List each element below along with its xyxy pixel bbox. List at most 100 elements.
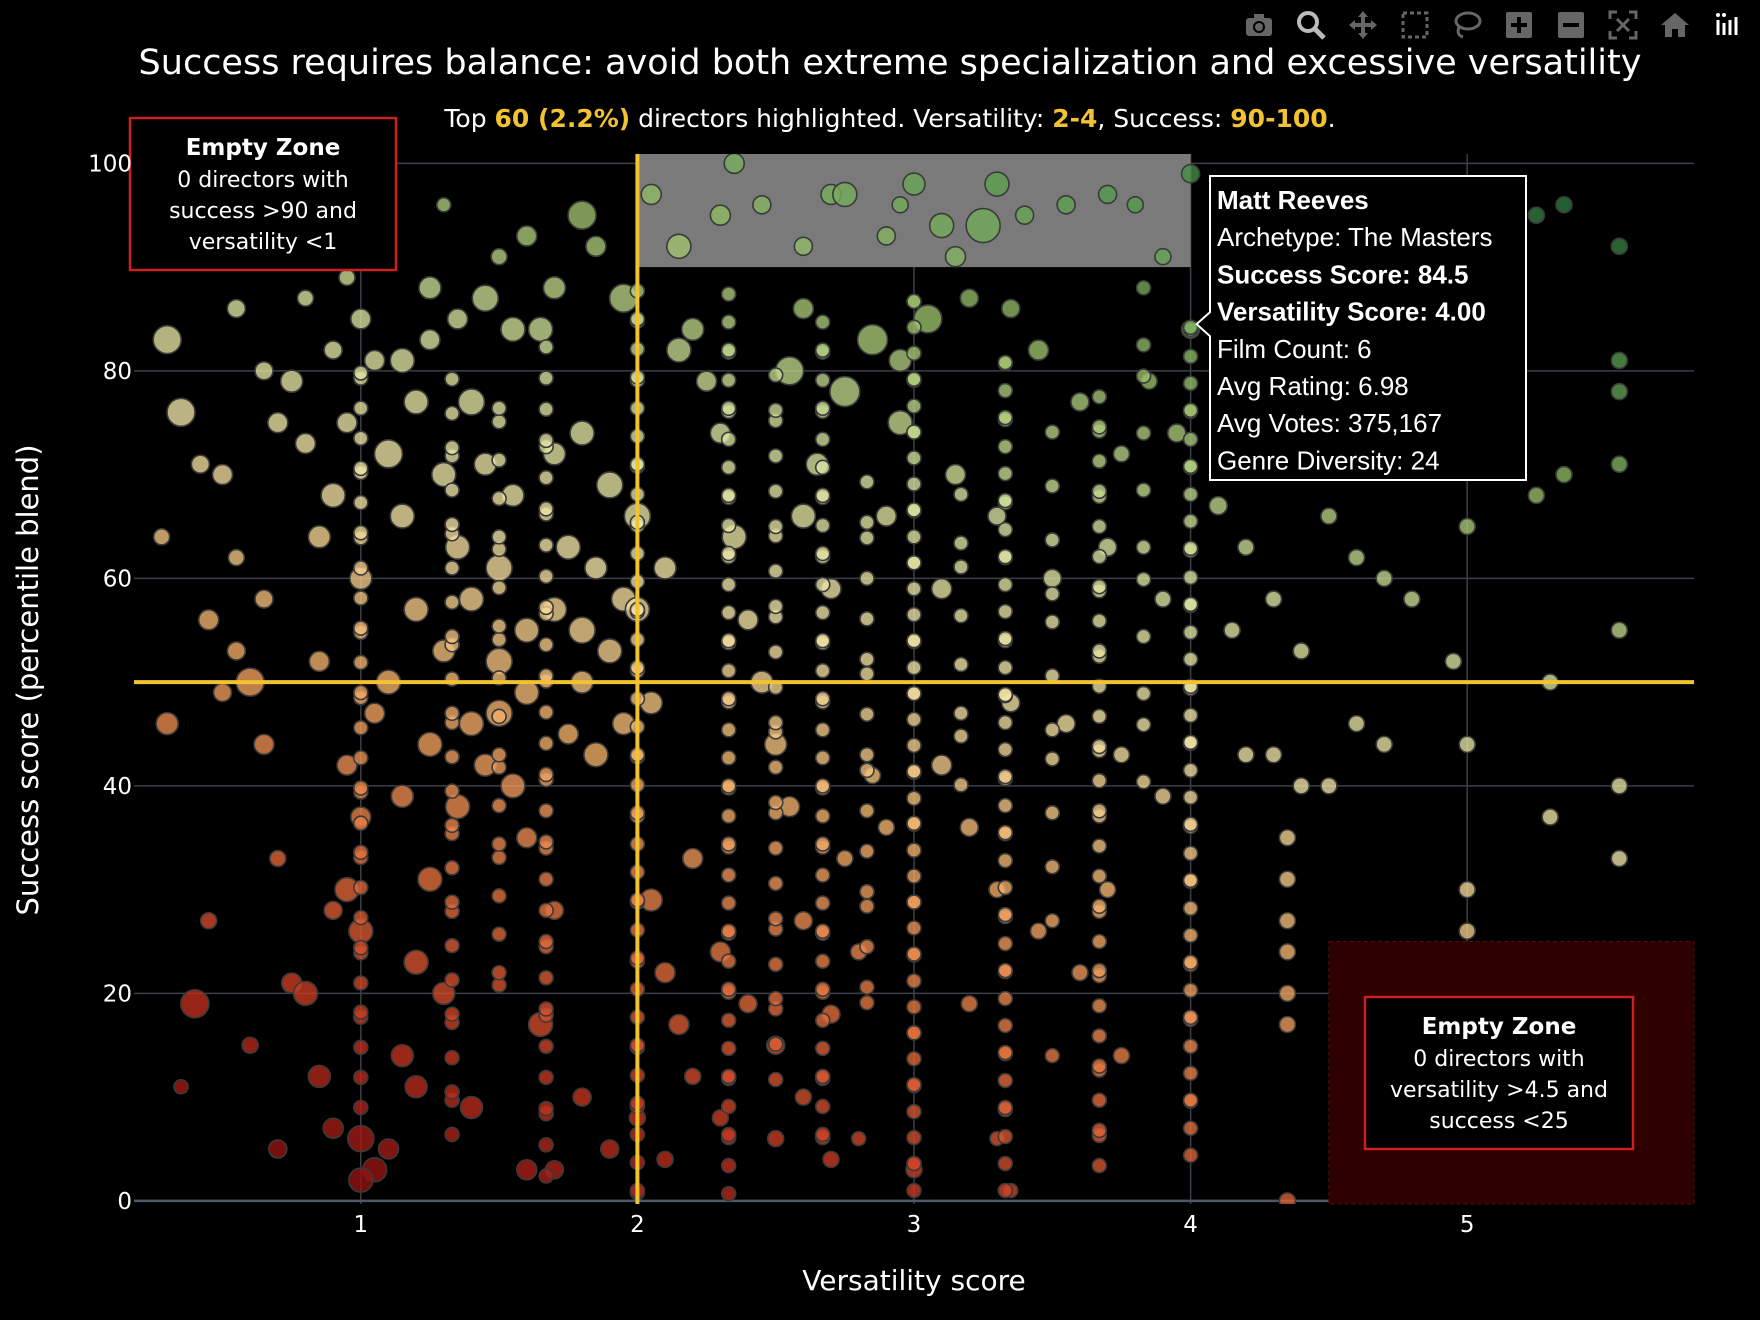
director-point[interactable] (353, 590, 369, 606)
director-point[interactable] (1044, 532, 1061, 548)
director-point[interactable] (1135, 571, 1152, 588)
director-point[interactable] (599, 1139, 620, 1159)
director-point[interactable] (515, 225, 538, 247)
director-point[interactable] (814, 314, 831, 330)
director-point[interactable] (458, 710, 485, 737)
director-point[interactable] (1182, 348, 1199, 365)
director-point[interactable] (347, 1124, 375, 1153)
director-point[interactable] (353, 1004, 369, 1020)
director-point[interactable] (906, 502, 922, 518)
director-point[interactable] (767, 910, 784, 927)
director-point[interactable] (1135, 482, 1152, 498)
director-point[interactable] (417, 866, 443, 893)
director-point[interactable] (906, 293, 922, 310)
director-point[interactable] (859, 474, 875, 490)
director-point[interactable] (1375, 569, 1394, 588)
director-point[interactable] (1044, 805, 1061, 821)
director-point[interactable] (491, 631, 507, 648)
director-point[interactable] (720, 1098, 737, 1115)
director-point[interactable] (953, 535, 969, 551)
director-point[interactable] (336, 754, 358, 776)
director-point[interactable] (720, 867, 737, 883)
plotly-logo-icon[interactable] (1708, 6, 1746, 44)
director-point[interactable] (353, 524, 369, 541)
director-point[interactable] (654, 961, 676, 984)
director-point[interactable] (538, 1001, 554, 1017)
director-point[interactable] (930, 577, 953, 600)
director-point[interactable] (829, 375, 861, 408)
director-point[interactable] (720, 836, 737, 852)
director-point[interactable] (1347, 714, 1366, 733)
director-point[interactable] (1044, 751, 1061, 767)
director-point[interactable] (296, 289, 315, 308)
director-point[interactable] (856, 323, 889, 356)
director-point[interactable] (538, 902, 554, 919)
director-point[interactable] (997, 879, 1014, 896)
director-point[interactable] (353, 1039, 369, 1056)
director-point[interactable] (538, 1137, 554, 1153)
director-point[interactable] (444, 894, 460, 910)
director-point[interactable] (197, 609, 220, 631)
director-point[interactable] (997, 714, 1014, 731)
director-point[interactable] (1091, 1092, 1108, 1109)
director-point[interactable] (1044, 586, 1061, 602)
director-point[interactable] (1091, 738, 1108, 755)
director-point[interactable] (1071, 963, 1089, 982)
director-point[interactable] (997, 935, 1014, 952)
director-point[interactable] (997, 1072, 1014, 1089)
director-point[interactable] (1182, 486, 1199, 503)
director-point[interactable] (997, 521, 1014, 538)
director-point[interactable] (538, 469, 554, 486)
director-point[interactable] (1264, 745, 1283, 764)
director-point[interactable] (906, 842, 922, 858)
director-point[interactable] (767, 448, 784, 464)
director-point[interactable] (997, 686, 1014, 703)
director-point[interactable] (814, 1098, 831, 1115)
director-point[interactable] (1278, 911, 1297, 930)
director-point[interactable] (1091, 1028, 1108, 1044)
director-point[interactable] (906, 920, 922, 936)
director-point[interactable] (814, 487, 831, 504)
director-point[interactable] (1091, 453, 1108, 469)
director-point[interactable] (485, 554, 513, 582)
director-point[interactable] (906, 580, 922, 597)
director-point[interactable] (1044, 614, 1061, 630)
director-point[interactable] (1182, 900, 1199, 917)
director-point[interactable] (720, 632, 737, 649)
director-point[interactable] (320, 482, 346, 509)
director-point[interactable] (1182, 431, 1199, 448)
director-point[interactable] (1001, 298, 1021, 319)
director-point[interactable] (960, 994, 979, 1013)
director-point[interactable] (814, 632, 831, 649)
director-point[interactable] (814, 867, 831, 883)
director-point[interactable] (1182, 375, 1199, 392)
director-point[interactable] (720, 722, 737, 738)
director-point[interactable] (709, 204, 732, 227)
director-point[interactable] (1091, 708, 1108, 725)
director-point[interactable] (1278, 943, 1297, 961)
director-point[interactable] (1091, 898, 1108, 915)
lasso-icon[interactable] (1448, 6, 1486, 44)
director-point[interactable] (1027, 339, 1050, 361)
director-point[interactable] (906, 946, 922, 962)
director-point[interactable] (876, 226, 897, 246)
director-point[interactable] (683, 1067, 702, 1086)
director-point[interactable] (906, 973, 922, 989)
director-point[interactable] (1091, 518, 1108, 535)
director-point[interactable] (859, 570, 875, 587)
director-point[interactable] (832, 181, 858, 208)
director-point[interactable] (595, 471, 624, 499)
director-point[interactable] (737, 609, 759, 631)
director-point[interactable] (666, 233, 692, 260)
director-point[interactable] (491, 888, 507, 904)
director-point[interactable] (538, 1168, 554, 1184)
director-point[interactable] (1135, 425, 1152, 441)
director-point[interactable] (353, 494, 369, 511)
director-point[interactable] (1278, 870, 1297, 889)
director-point[interactable] (720, 953, 737, 970)
zoom-in-icon[interactable] (1500, 6, 1538, 44)
director-point[interactable] (814, 545, 831, 562)
director-point[interactable] (711, 1109, 730, 1127)
director-point[interactable] (491, 926, 507, 943)
director-point[interactable] (767, 759, 784, 775)
